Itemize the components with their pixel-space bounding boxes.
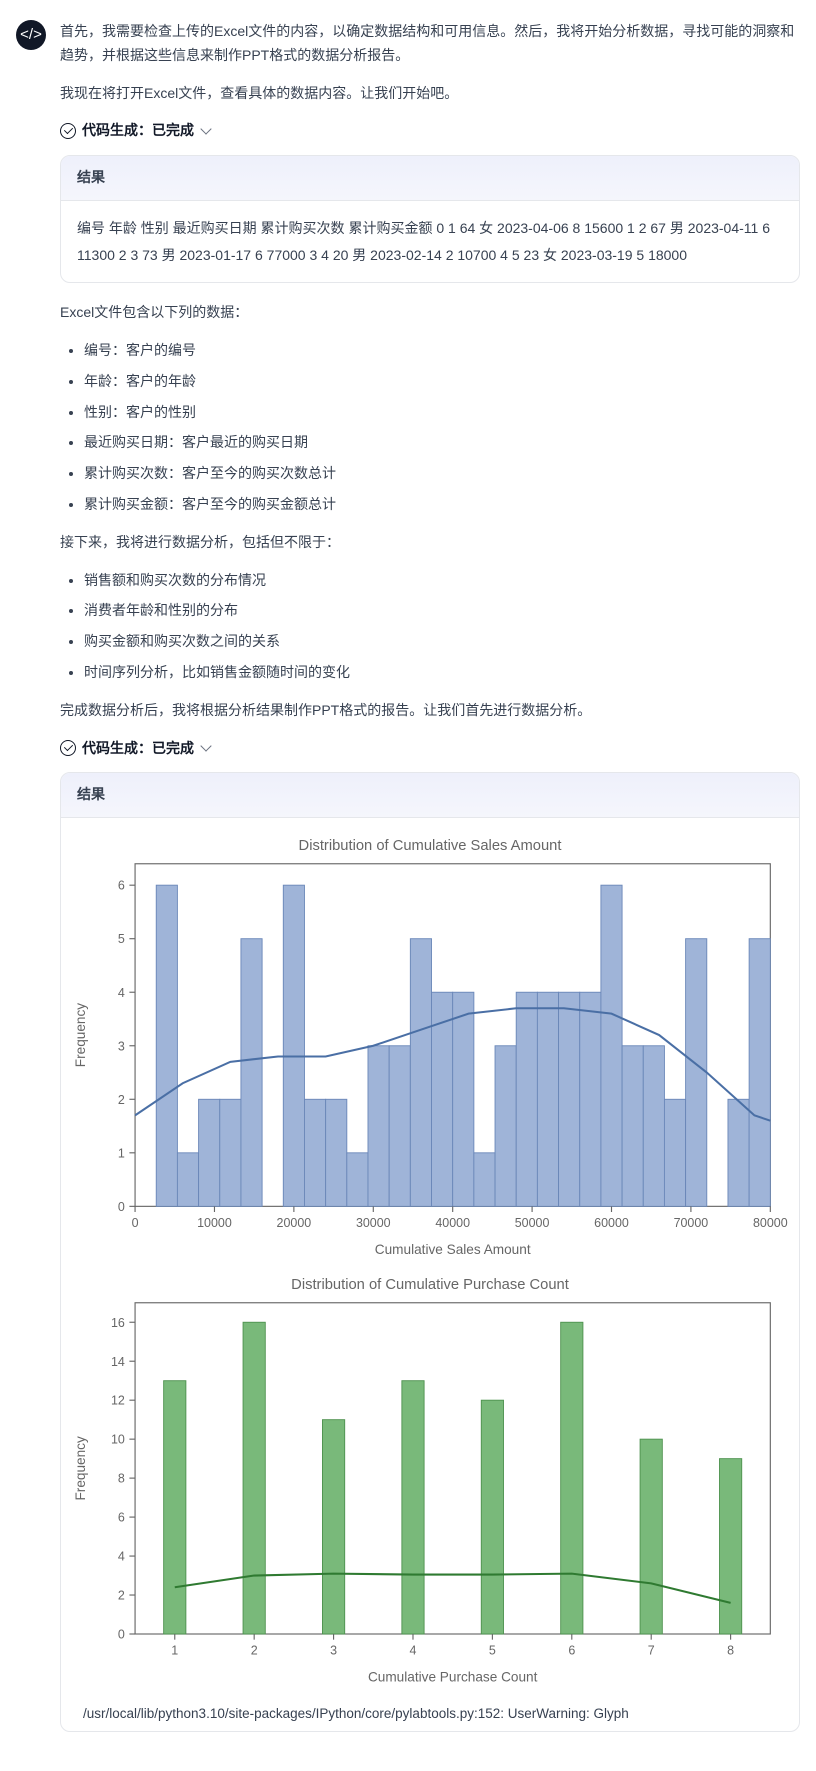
- chevron-down-icon: [200, 124, 211, 135]
- svg-text:Cumulative Sales Amount: Cumulative Sales Amount: [375, 1242, 531, 1257]
- check-circle-icon: [60, 740, 76, 756]
- list-item: 累计购买次数：客户至今的购买次数总计: [84, 462, 800, 486]
- code-icon: </>: [20, 22, 42, 48]
- analysis-list: 销售额和购买次数的分布情况消费者年龄和性别的分布购买金额和购买次数之间的关系时间…: [60, 569, 800, 685]
- check-circle-icon: [60, 123, 76, 139]
- svg-text:2: 2: [251, 1644, 258, 1658]
- code-status-label: 代码生成：已完成: [82, 737, 194, 761]
- svg-text:70000: 70000: [674, 1216, 709, 1230]
- list-item: 时间序列分析，比如销售金额随时间的变化: [84, 661, 800, 685]
- result-body-1: 编号 年龄 性别 最近购买日期 累计购买次数 累计购买金额 0 1 64 女 2…: [61, 201, 799, 282]
- svg-text:0: 0: [118, 1628, 125, 1642]
- result-body-2: Distribution of Cumulative Sales Amount 0…: [61, 818, 799, 1730]
- svg-text:2: 2: [118, 1093, 125, 1107]
- fields-list: 编号：客户的编号年龄：客户的年龄性别：客户的性别最近购买日期：客户最近的购买日期…: [60, 339, 800, 517]
- list-item: 购买金额和购买次数之间的关系: [84, 630, 800, 654]
- svg-text:4: 4: [410, 1644, 417, 1658]
- svg-text:3: 3: [330, 1644, 337, 1658]
- svg-text:30000: 30000: [356, 1216, 391, 1230]
- svg-text:12: 12: [111, 1394, 125, 1408]
- list-item: 性别：客户的性别: [84, 401, 800, 425]
- result-header: 结果: [61, 156, 799, 201]
- svg-text:10: 10: [111, 1433, 125, 1447]
- list-item: 年龄：客户的年龄: [84, 370, 800, 394]
- svg-text:1: 1: [118, 1146, 125, 1160]
- svg-text:6: 6: [568, 1644, 575, 1658]
- analysis-intro: 接下来，我将进行数据分析，包括但不限于：: [60, 531, 800, 555]
- svg-text:0: 0: [118, 1200, 125, 1214]
- svg-text:3: 3: [118, 1039, 125, 1053]
- svg-text:Cumulative Purchase Count: Cumulative Purchase Count: [368, 1670, 538, 1685]
- python-warning: /usr/local/lib/python3.10/site-packages/…: [67, 1695, 793, 1727]
- svg-text:Distribution of Cumulative Sal: Distribution of Cumulative Sales Amount: [299, 838, 562, 854]
- svg-text:6: 6: [118, 1511, 125, 1525]
- svg-text:2: 2: [118, 1589, 125, 1603]
- code-status-2[interactable]: 代码生成：已完成: [60, 737, 800, 761]
- svg-text:5: 5: [489, 1644, 496, 1658]
- svg-text:7: 7: [648, 1644, 655, 1658]
- chart-purchase-count-distribution: Distribution of Cumulative Purchase Coun…: [67, 1267, 793, 1695]
- svg-text:1: 1: [171, 1644, 178, 1658]
- list-item: 编号：客户的编号: [84, 339, 800, 363]
- assistant-avatar: </>: [16, 20, 46, 50]
- svg-text:Frequency: Frequency: [73, 1436, 88, 1500]
- assistant-message: </> 首先，我需要检查上传的Excel文件的内容，以确定数据结构和可用信息。然…: [16, 20, 800, 1750]
- svg-text:16: 16: [111, 1316, 125, 1330]
- svg-text:6: 6: [118, 879, 125, 893]
- intro-paragraph-1: 首先，我需要检查上传的Excel文件的内容，以确定数据结构和可用信息。然后，我将…: [60, 20, 800, 68]
- svg-text:60000: 60000: [594, 1216, 629, 1230]
- svg-text:40000: 40000: [435, 1216, 470, 1230]
- svg-text:4: 4: [118, 986, 125, 1000]
- result-header-2: 结果: [61, 773, 799, 818]
- svg-text:0: 0: [132, 1216, 139, 1230]
- svg-text:4: 4: [118, 1550, 125, 1564]
- list-item: 消费者年龄和性别的分布: [84, 599, 800, 623]
- analysis-closing: 完成数据分析后，我将根据分析结果制作PPT格式的报告。让我们首先进行数据分析。: [60, 699, 800, 723]
- svg-text:5: 5: [118, 932, 125, 946]
- intro-paragraph-2: 我现在将打开Excel文件，查看具体的数据内容。让我们开始吧。: [60, 82, 800, 106]
- chart2-svg: Distribution of Cumulative Purchase Coun…: [67, 1271, 793, 1691]
- list-item: 累计购买金额：客户至今的购买金额总计: [84, 493, 800, 517]
- chart-sales-distribution: Distribution of Cumulative Sales Amount 0…: [67, 828, 793, 1267]
- svg-text:20000: 20000: [277, 1216, 312, 1230]
- fields-intro: Excel文件包含以下列的数据：: [60, 301, 800, 325]
- svg-text:Distribution of Cumulative Pur: Distribution of Cumulative Purchase Coun…: [291, 1277, 569, 1293]
- result-card-2: 结果 Distribution of Cumulative Sales Amou…: [60, 772, 800, 1731]
- svg-text:50000: 50000: [515, 1216, 550, 1230]
- list-item: 销售额和购买次数的分布情况: [84, 569, 800, 593]
- code-status-label: 代码生成：已完成: [82, 119, 194, 143]
- list-item: 最近购买日期：客户最近的购买日期: [84, 431, 800, 455]
- svg-text:8: 8: [727, 1644, 734, 1658]
- result-card-1: 结果 编号 年龄 性别 最近购买日期 累计购买次数 累计购买金额 0 1 64 …: [60, 155, 800, 283]
- chevron-down-icon: [200, 741, 211, 752]
- svg-text:14: 14: [111, 1355, 125, 1369]
- code-status-1[interactable]: 代码生成：已完成: [60, 119, 800, 143]
- chart1-svg: Distribution of Cumulative Sales Amount 0…: [67, 832, 793, 1263]
- svg-text:8: 8: [118, 1472, 125, 1486]
- svg-text:80000: 80000: [753, 1216, 788, 1230]
- message-content: 首先，我需要检查上传的Excel文件的内容，以确定数据结构和可用信息。然后，我将…: [60, 20, 800, 1750]
- svg-text:Frequency: Frequency: [73, 1003, 88, 1067]
- svg-text:10000: 10000: [197, 1216, 232, 1230]
